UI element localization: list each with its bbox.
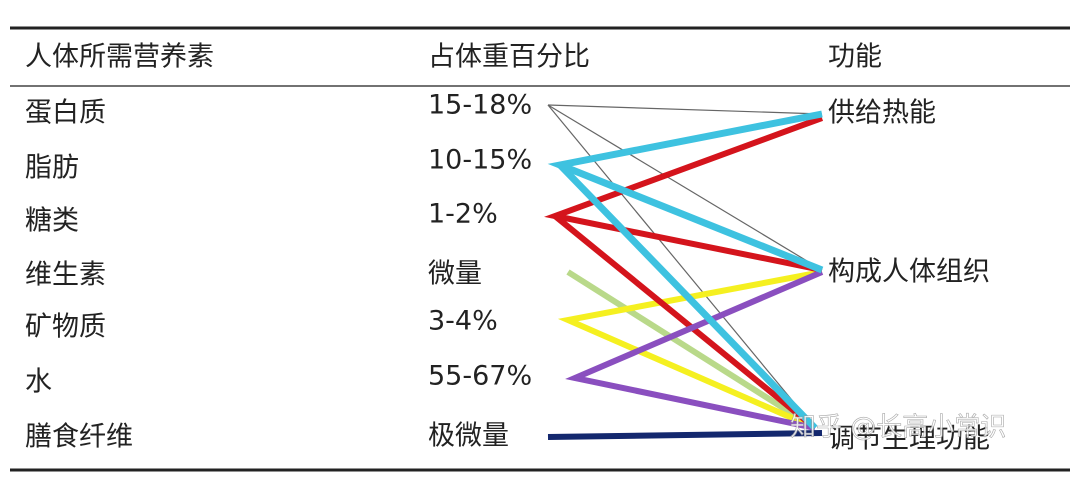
connector [547,104,823,115]
function: 供给热能 [828,98,936,129]
nutrient: 矿物质 [25,312,106,343]
nutrient: 脂肪 [25,153,79,184]
connector [557,269,823,431]
percent: 微量 [428,259,482,290]
header-cell: 占体重百分比 [428,42,590,73]
nutrient: 水 [25,367,52,398]
connector [557,162,818,431]
percent: 15-18% [428,90,532,121]
nutrient: 糖类 [25,206,79,237]
percent: 极微量 [428,421,509,452]
nutrient: 维生素 [25,260,106,291]
watermark: 知乎 @长高小常识 [790,413,1006,443]
connector [547,430,823,440]
percent: 3-4% [428,306,498,337]
header-cell: 人体所需营养素 [25,42,214,73]
nutrient: 膳食纤维 [25,422,133,453]
connector [547,104,823,271]
rows: 蛋白质 15-18% 脂肪 10-15% 糖类 1-2% 维生素 微量 矿物质 … [25,90,532,453]
percent: 10-15% [428,145,532,176]
header-cell: 功能 [828,42,882,73]
connector [566,269,817,431]
function: 调节生理功能 [828,424,990,455]
percent: 1-2% [428,199,498,230]
connector [553,213,817,431]
connector [565,269,824,431]
percent: 55-67% [428,361,532,392]
nutrient: 蛋白质 [25,98,106,129]
function: 构成人体组织 [828,257,990,288]
connectors [544,104,824,440]
